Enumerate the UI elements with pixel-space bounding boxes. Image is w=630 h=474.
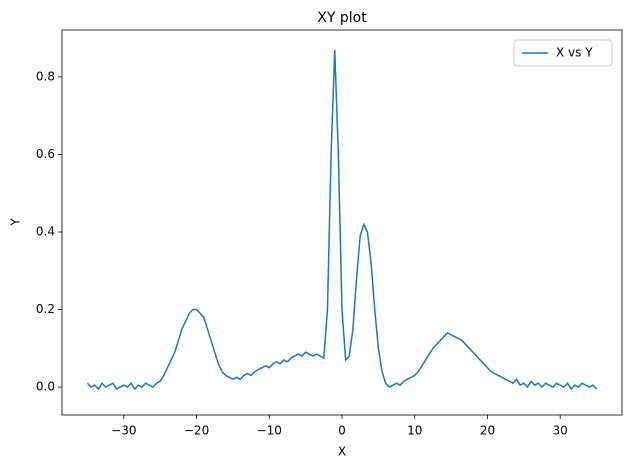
x-tick-label: 10 (407, 424, 422, 438)
data-line (86, 49, 598, 391)
x-tick-label: 20 (480, 424, 495, 438)
chart-title: XY plot (317, 10, 367, 26)
y-tick-label: 0.4 (36, 224, 55, 238)
y-tick-label: 0.8 (36, 69, 55, 83)
y-tick-label: 0.0 (36, 380, 55, 394)
y-tick-label: 0.2 (36, 302, 55, 316)
y-tick-label: 0.6 (36, 147, 55, 161)
y-axis-label: Y (9, 218, 23, 227)
x-tick-label: 30 (553, 424, 568, 438)
x-tick-label: −10 (257, 424, 282, 438)
x-tick-label: −30 (111, 424, 136, 438)
x-tick-label: 0 (338, 424, 346, 438)
plot-frame (61, 29, 623, 416)
x-tick-label: −20 (184, 424, 209, 438)
legend-label: X vs Y (556, 46, 593, 60)
legend-box (513, 39, 613, 67)
x-axis-label: X (338, 445, 346, 459)
